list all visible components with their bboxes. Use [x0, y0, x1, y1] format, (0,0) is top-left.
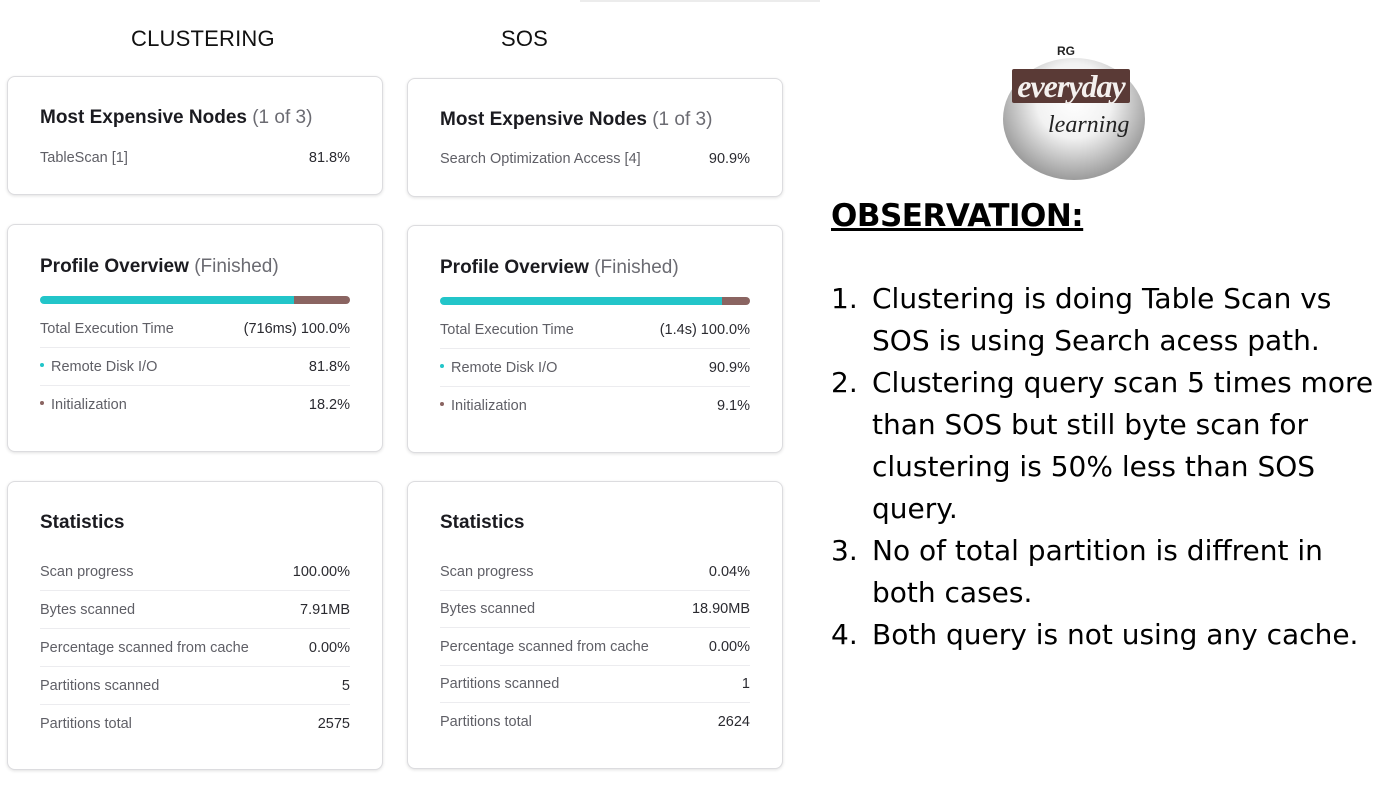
top-divider	[580, 0, 820, 2]
stat-label: Bytes scanned	[40, 601, 136, 618]
initialization-segment	[721, 297, 750, 305]
clustering-heading: CLUSTERING	[131, 26, 275, 51]
total-execution-value: (716ms) 100.0%	[243, 320, 350, 337]
expensive-node-row[interactable]: TableScan [1] 81.8%	[40, 139, 350, 177]
total-execution-value: (1.4s) 100.0%	[659, 321, 750, 338]
stat-label: Percentage scanned from cache	[440, 638, 649, 655]
stat-value: 100.00%	[292, 563, 350, 580]
stat-row: Percentage scanned from cache 0.00%	[40, 629, 350, 667]
initialization-row[interactable]: Initialization 18.2%	[40, 386, 350, 424]
initialization-value: 18.2%	[308, 397, 350, 413]
statistics-title: Statistics	[440, 512, 525, 533]
observation-item: 4. Both query is not using any cache.	[831, 618, 1359, 651]
observation-item: 1. Clustering is doing Table Scan vs SOS …	[831, 282, 1332, 357]
initialization-label: Initialization	[451, 398, 527, 414]
observation-list: 1. Clustering is doing Table Scan vs SOS …	[831, 278, 1391, 656]
initialization-value: 9.1%	[716, 398, 750, 414]
stat-label: Percentage scanned from cache	[40, 639, 249, 656]
stat-value: 0.04%	[708, 563, 750, 580]
stat-row: Scan progress 100.00%	[40, 553, 350, 591]
stat-row: Percentage scanned from cache 0.00%	[440, 628, 750, 666]
clustering-profile-overview-card: Profile Overview (Finished) Total Execut…	[7, 224, 383, 452]
stat-value: 2624	[717, 714, 750, 730]
profile-status: (Finished)	[194, 256, 279, 277]
stat-label: Partitions scanned	[40, 677, 160, 694]
expensive-nodes-title: Most Expensive Nodes (1 of 3)	[40, 107, 313, 128]
sos-statistics-card: Statistics Scan progress 0.04% Bytes sca…	[407, 481, 783, 769]
sos-expensive-nodes-card: Most Expensive Nodes (1 of 3) Search Opt…	[407, 78, 783, 197]
node-value: 81.8%	[308, 150, 350, 166]
clustering-statistics-card: Statistics Scan progress 100.00% Bytes s…	[7, 481, 383, 770]
everyday-learning-logo: RG everyday learning	[1000, 42, 1150, 182]
stat-label: Scan progress	[40, 563, 134, 580]
sos-heading: SOS	[501, 26, 549, 51]
execution-time-bar	[440, 297, 750, 305]
expensive-nodes-title: Most Expensive Nodes (1 of 3)	[440, 109, 713, 130]
initialization-label: Initialization	[51, 397, 127, 413]
node-label: Search Optimization Access [4]	[440, 151, 641, 167]
stat-row: Partitions total 2624	[440, 703, 750, 741]
remote-disk-label: Remote Disk I/O	[51, 358, 158, 375]
remote-disk-row[interactable]: Remote Disk I/O 90.9%	[440, 349, 750, 387]
total-execution-label: Total Execution Time	[440, 321, 574, 338]
observation-item: 3. No of total partition is diffrent in b…	[831, 534, 1323, 609]
stat-value: 7.91MB	[300, 601, 350, 618]
observation-title: OBSERVATION:	[831, 198, 1084, 234]
profile-status: (Finished)	[594, 257, 679, 278]
profile-overview-title: Profile Overview (Finished)	[440, 257, 679, 278]
initialization-dot-icon	[440, 402, 444, 407]
total-execution-row: Total Execution Time (1.4s) 100.0%	[440, 311, 750, 349]
stat-value: 0.00%	[708, 638, 750, 655]
expensive-nodes-count: (1 of 3)	[252, 107, 313, 128]
stat-label: Partitions scanned	[440, 675, 560, 692]
node-value: 90.9%	[708, 151, 750, 167]
logo-word-learning: learning	[1048, 112, 1130, 138]
total-execution-row: Total Execution Time (716ms) 100.0%	[40, 310, 350, 348]
stat-value: 18.90MB	[691, 600, 750, 617]
stat-value: 5	[341, 677, 350, 694]
initialization-row[interactable]: Initialization 9.1%	[440, 387, 750, 425]
stat-row: Scan progress 0.04%	[440, 553, 750, 591]
stat-row: Partitions scanned 5	[40, 667, 350, 705]
stat-value: 0.00%	[308, 639, 350, 656]
stat-label: Bytes scanned	[440, 600, 536, 617]
remote-disk-label: Remote Disk I/O	[451, 359, 558, 376]
initialization-dot-icon	[40, 401, 44, 406]
observation-item: 2. Clustering query scan 5 times more tha…	[831, 366, 1374, 525]
sos-profile-overview-card: Profile Overview (Finished) Total Execut…	[407, 225, 783, 453]
remote-disk-dot-icon	[440, 363, 444, 368]
stat-label: Scan progress	[440, 563, 534, 580]
statistics-title: Statistics	[40, 512, 125, 533]
remote-disk-segment	[440, 297, 722, 305]
execution-time-bar	[40, 296, 350, 304]
clustering-expensive-nodes-card: Most Expensive Nodes (1 of 3) TableScan …	[7, 76, 383, 195]
expensive-node-row[interactable]: Search Optimization Access [4] 90.9%	[440, 140, 750, 178]
initialization-segment	[293, 296, 350, 304]
total-execution-label: Total Execution Time	[40, 320, 174, 337]
remote-disk-row[interactable]: Remote Disk I/O 81.8%	[40, 348, 350, 386]
logo-initials: RG	[1057, 44, 1075, 58]
remote-disk-segment	[40, 296, 294, 304]
remote-disk-dot-icon	[40, 362, 44, 367]
stat-value: 1	[741, 675, 750, 692]
stat-row: Bytes scanned 18.90MB	[440, 590, 750, 628]
remote-disk-value: 90.9%	[708, 359, 750, 376]
stat-value: 2575	[317, 716, 350, 732]
stat-label: Partitions total	[40, 716, 132, 732]
profile-overview-title: Profile Overview (Finished)	[40, 256, 279, 277]
remote-disk-value: 81.8%	[308, 358, 350, 375]
logo-word-everyday: everyday	[1012, 69, 1130, 103]
node-label: TableScan [1]	[40, 150, 128, 166]
stat-label: Partitions total	[440, 714, 532, 730]
stat-row: Bytes scanned 7.91MB	[40, 591, 350, 629]
stat-row: Partitions scanned 1	[440, 665, 750, 703]
stat-row: Partitions total 2575	[40, 705, 350, 743]
expensive-nodes-count: (1 of 3)	[652, 109, 713, 130]
